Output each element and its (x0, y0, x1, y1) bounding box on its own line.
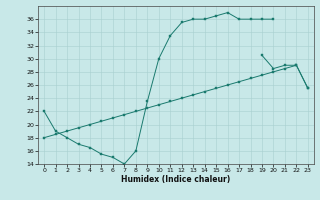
X-axis label: Humidex (Indice chaleur): Humidex (Indice chaleur) (121, 175, 231, 184)
